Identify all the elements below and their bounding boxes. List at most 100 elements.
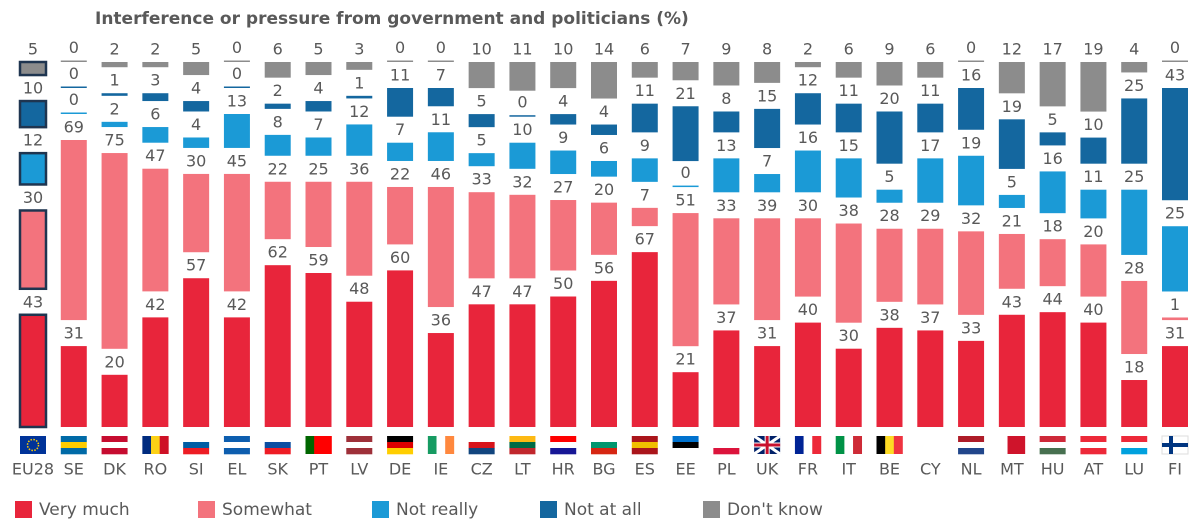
x-tick-label: LV: [350, 460, 368, 479]
bar-segment: [591, 202, 617, 255]
bar-segment: [509, 115, 536, 117]
flag-stripe: [631, 436, 658, 443]
bar-segment: [427, 88, 454, 107]
bar-segment: [876, 228, 903, 302]
data-label: 4: [1129, 40, 1139, 59]
x-tick-label: NL: [961, 460, 982, 479]
bar-segment: [1121, 280, 1148, 355]
flag: [917, 436, 944, 454]
data-label: 12: [798, 71, 818, 90]
data-label: 11: [920, 81, 940, 100]
bar-segment: [754, 174, 781, 193]
flag-stripe: [1080, 442, 1107, 449]
flag-stripe: [550, 448, 577, 455]
data-label: 33: [716, 196, 736, 215]
flag: [1121, 436, 1148, 455]
data-label: 28: [1124, 258, 1144, 277]
bar-segment: [876, 62, 903, 86]
flag: [876, 436, 903, 454]
data-label: 33: [471, 170, 491, 189]
bar-segment: [387, 270, 414, 427]
data-label: 21: [675, 84, 695, 103]
flag-stripe: [159, 436, 169, 454]
data-label: 4: [191, 79, 201, 98]
data-label: 40: [1083, 300, 1103, 319]
x-tick-label: FR: [798, 460, 818, 479]
x-tick-label: PL: [717, 460, 736, 479]
legend-swatch: [198, 501, 215, 518]
flag-stripe: [387, 448, 414, 455]
bar-segment: [101, 62, 128, 68]
bar-segment: [1121, 380, 1148, 427]
bar-segment: [183, 278, 210, 427]
flag-cross: [1162, 436, 1188, 454]
flag: [346, 436, 373, 455]
data-label: 67: [635, 230, 655, 249]
bar-segment: [631, 207, 658, 227]
bar-segment: [1162, 60, 1188, 62]
data-label: 56: [594, 258, 614, 277]
data-label: 75: [104, 131, 124, 150]
x-tick-label: EL: [227, 460, 246, 479]
data-label: 30: [839, 326, 859, 345]
data-label: 37: [920, 308, 940, 327]
bar-segment: [835, 158, 862, 198]
data-label: 8: [762, 40, 772, 59]
bar-segment: [387, 88, 414, 117]
data-label: 11: [390, 66, 410, 85]
data-label: 31: [757, 324, 777, 343]
bar-segment: [591, 280, 617, 427]
flag-stripe: [893, 436, 903, 454]
bar-segment: [1039, 171, 1066, 214]
data-label: 25: [308, 159, 328, 178]
flag-stripe: [223, 448, 250, 455]
legend-label: Don't know: [727, 500, 823, 520]
data-label: 9: [640, 136, 650, 155]
flag-stars: [26, 438, 40, 452]
flag-stripe: [591, 442, 617, 449]
bar-segment: [917, 103, 944, 133]
flag-stripe: [60, 442, 87, 449]
flag-stripe: [509, 442, 536, 449]
data-label: 59: [308, 251, 328, 270]
flag-stripe: [346, 442, 373, 449]
chart-title: Interference or pressure from government…: [95, 9, 689, 29]
legend-swatch: [15, 501, 32, 518]
bar-segment: [223, 86, 250, 88]
legend-swatch: [703, 501, 720, 518]
bar-segment: [60, 140, 87, 321]
bar-segment: [509, 142, 536, 169]
x-tick-label: BG: [592, 460, 615, 479]
bar-segment: [264, 134, 291, 156]
data-label: 25: [1124, 167, 1144, 186]
data-label: 16: [961, 66, 981, 85]
bar-segment: [998, 314, 1025, 427]
data-label: 2: [109, 99, 119, 118]
data-label: 42: [227, 295, 247, 314]
data-label: 4: [313, 79, 323, 98]
data-label: 36: [349, 159, 369, 178]
data-label: 7: [313, 115, 323, 134]
data-label: 5: [884, 167, 894, 186]
bar-segment: [794, 62, 821, 68]
data-label: 0: [232, 64, 242, 83]
bar-segment: [794, 218, 821, 297]
x-tick-label: HR: [552, 460, 575, 479]
bar-segment: [60, 60, 87, 62]
data-label: 8: [273, 112, 283, 131]
flag-stripe: [631, 442, 658, 449]
data-label: 60: [390, 248, 410, 267]
bar-segment: [60, 346, 87, 427]
flag-stripe: [591, 448, 617, 455]
data-label: 7: [680, 40, 690, 59]
flag-stripe: [101, 442, 128, 449]
flag-stripe: [550, 442, 577, 449]
flag-stripe: [387, 436, 414, 443]
bar-segment: [713, 218, 740, 305]
flag: [753, 434, 781, 456]
data-label: 44: [1042, 290, 1062, 309]
bar-segment: [468, 62, 495, 89]
bar-segment: [550, 296, 577, 427]
bar-segment: [305, 137, 332, 156]
data-label: 13: [227, 92, 247, 111]
